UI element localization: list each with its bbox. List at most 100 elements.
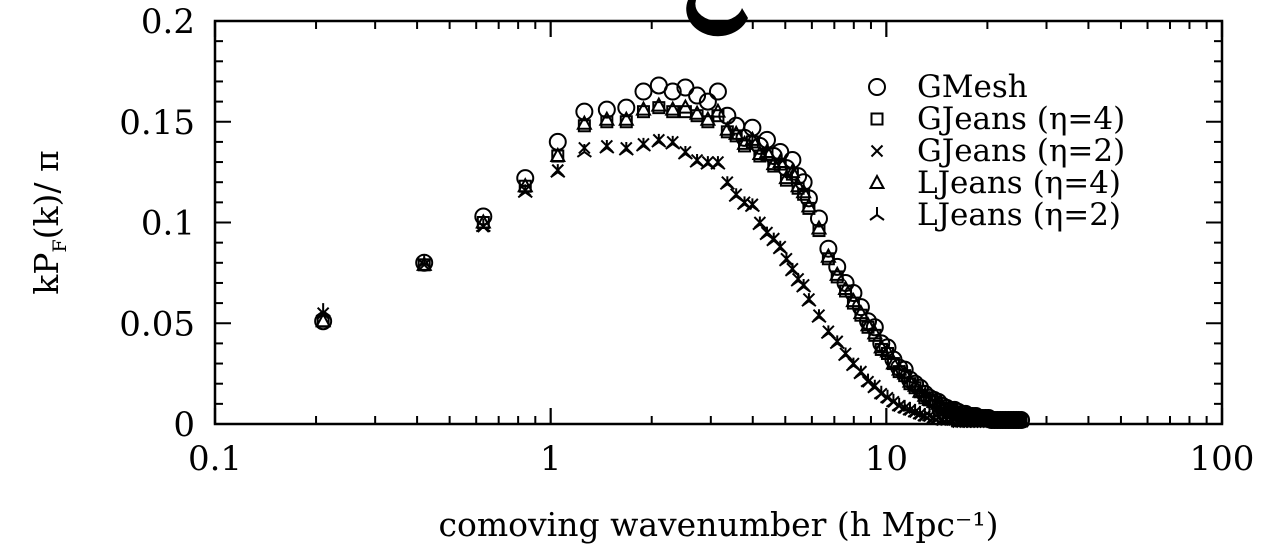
legend-item: GJeans (η=4) (870, 101, 1125, 137)
data-point-tripod (845, 357, 862, 372)
y-tick-label: 0 (173, 405, 195, 445)
x-tick-label: 10 (865, 439, 908, 479)
data-point-tripod (416, 254, 432, 269)
data-point-tripod (837, 347, 854, 362)
legend-item: LJeans (η=4) (868, 165, 1121, 201)
data-point-cross (417, 258, 431, 272)
data-point-triangle (820, 247, 837, 263)
axis-labels: 0.1 1 10 100 0 0.05 0.1 0.15 0.2 (119, 2, 1254, 479)
y-axis-title-main: kP (27, 253, 66, 295)
data-point-tripod (618, 141, 634, 156)
plot-frame (213, 19, 1224, 426)
data-point-triangle (852, 304, 870, 320)
data-point-tripod (728, 188, 744, 203)
y-tick-label: 0.2 (141, 2, 195, 42)
data-point-tripod (576, 143, 592, 158)
data-point-tripod (689, 154, 705, 168)
data-point-triangle (650, 96, 668, 112)
data-point-triangle (845, 291, 862, 308)
data-point-tripod (710, 156, 726, 170)
legend-label: GMesh (917, 69, 1028, 105)
data-point-tripod (719, 176, 735, 191)
legend-item: GMesh (868, 69, 1028, 105)
y-axis-title: kPF(k)/ π (27, 150, 71, 294)
data-point-triangle (677, 98, 694, 114)
data-point-tripod (665, 135, 681, 150)
data-point-triangle (866, 324, 883, 340)
data-point-triangle (879, 342, 896, 358)
data-point-triangle (795, 183, 812, 199)
legend-item: LJeans (η=2) (869, 197, 1121, 233)
data-point-triangle (618, 110, 635, 126)
data-point-circle (809, 209, 828, 228)
data-point-triangle (635, 100, 652, 116)
data-point-tripod (677, 145, 693, 160)
data-point-circle (663, 82, 682, 101)
data-point-tripod (829, 335, 845, 350)
data-point-triangle (728, 124, 745, 140)
legend-label: GJeans (η=2) (917, 133, 1125, 169)
data-point-triangle (829, 265, 846, 281)
data-point-triangle (688, 104, 706, 120)
legend-label: LJeans (η=2) (917, 197, 1121, 233)
data-point-triangle (699, 110, 717, 126)
data-point-triangle (719, 120, 736, 136)
data-point-tripod (599, 139, 615, 154)
legend-item: GJeans (η=2) (870, 133, 1125, 169)
data-point-tripod (517, 184, 533, 199)
data-point-circle (851, 298, 870, 317)
y-tick-label: 0.05 (119, 304, 195, 344)
data-point-circle (708, 82, 727, 101)
data-point-triangle (744, 130, 761, 146)
data-point-triangle (873, 338, 890, 354)
data-point-tripod (635, 137, 652, 152)
data-point-triangle (664, 100, 681, 116)
data-point-circle (819, 239, 838, 258)
data-point-triangle (810, 219, 828, 235)
data-point-triangle (772, 152, 789, 169)
legend-marker-cross (870, 144, 884, 158)
data-points (314, 76, 1031, 429)
data-point-tripod (752, 216, 768, 231)
y-axis-title-rest: (k)/ π (27, 150, 66, 239)
data-point-tripod (801, 293, 817, 307)
legend-marker-circle (868, 78, 886, 96)
data-point-triangle (837, 279, 854, 295)
data-point-triangle (709, 102, 727, 118)
legend-label: LJeans (η=4) (917, 165, 1121, 201)
data-point-tripod (744, 198, 760, 213)
data-point-triangle (789, 177, 807, 193)
legend-label: GJeans (η=4) (917, 101, 1125, 137)
data-point-tripod (811, 309, 827, 324)
data-point-tripod (820, 325, 836, 340)
data-point-triangle (859, 316, 877, 332)
data-point-tripod (796, 278, 812, 293)
legend-marker-tripod (869, 207, 885, 221)
data-point-circle (828, 257, 847, 276)
y-tick-label: 0.15 (119, 103, 195, 143)
data-point-triangle (800, 197, 818, 213)
data-point-circle (688, 86, 707, 105)
data-point-triangle (784, 163, 801, 179)
data-point-circle (634, 82, 653, 101)
data-point-triangle (885, 354, 902, 370)
data-point-tripod (315, 303, 331, 317)
data-point-triangle (416, 255, 433, 271)
cropped-glyph-fragment (686, 0, 748, 37)
data-point-triangle (758, 142, 776, 158)
data-point-circle (597, 100, 616, 119)
data-point-triangle (598, 110, 616, 126)
data-point-tripod (651, 133, 667, 148)
y-axis-title-subscript: F (49, 239, 71, 252)
data-point-triangle (896, 364, 913, 380)
data-point-circle (865, 318, 884, 337)
data-point-tripod (550, 164, 566, 178)
data-point-circle (698, 92, 717, 111)
data-point-triangle (890, 360, 908, 376)
data-point-triangle (906, 376, 924, 392)
legend-marker-triangle (868, 173, 886, 189)
data-point-triangle (549, 146, 566, 163)
